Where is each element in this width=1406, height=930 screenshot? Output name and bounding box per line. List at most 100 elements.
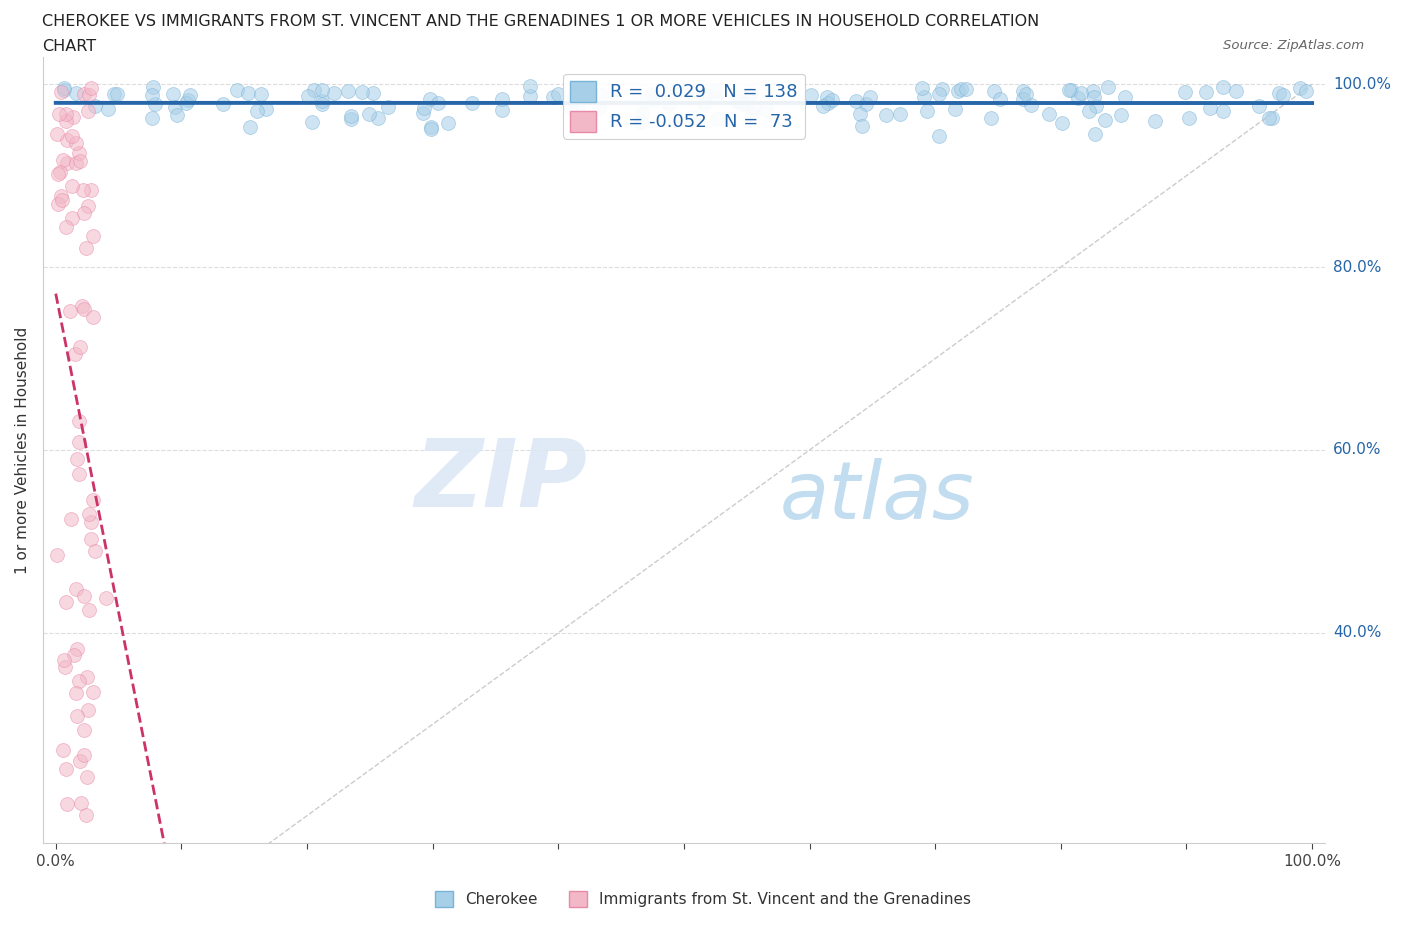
Legend: Cherokee, Immigrants from St. Vincent and the Grenadines: Cherokee, Immigrants from St. Vincent an… [429, 884, 977, 913]
Point [1225, 84, 1247, 99]
Point [636, 93, 658, 108]
Point [1143, 113, 1166, 128]
Point [741, 106, 763, 121]
Point [66, 708, 89, 723]
Point [889, 107, 911, 122]
Point [46, 126, 69, 141]
Point [72, 182, 94, 197]
Point [928, 87, 950, 102]
Point [67, 674, 90, 689]
Point [560, 100, 582, 115]
Point [1070, 86, 1092, 100]
Point [1295, 84, 1317, 99]
Point [73, 206, 96, 220]
Point [980, 111, 1002, 126]
Point [912, 89, 935, 104]
Point [1060, 83, 1083, 98]
Point [1174, 85, 1197, 100]
Point [77, 198, 100, 213]
Point [1212, 103, 1234, 118]
Point [69, 340, 91, 355]
Point [46, 548, 69, 563]
Point [1084, 126, 1107, 141]
Point [59, 303, 82, 318]
Point [988, 91, 1011, 106]
Y-axis label: 1 or more Vehicles in Household: 1 or more Vehicles in Household [15, 326, 30, 574]
Point [1249, 99, 1271, 113]
Point [67, 145, 90, 160]
Point [174, 96, 197, 111]
Point [693, 87, 716, 102]
Point [77, 87, 100, 102]
Point [413, 101, 436, 116]
Point [53, 659, 76, 674]
Point [84, 99, 107, 113]
Point [1081, 84, 1104, 99]
Point [48, 107, 70, 122]
Point [491, 103, 513, 118]
Point [302, 83, 325, 98]
Point [55, 107, 77, 122]
Point [928, 129, 950, 144]
Point [49, 165, 72, 179]
Point [799, 87, 821, 102]
Point [177, 93, 200, 108]
Point [94, 591, 117, 605]
Point [1085, 99, 1108, 113]
Point [1114, 89, 1136, 104]
Text: Source: ZipAtlas.com: Source: ZipAtlas.com [1223, 39, 1364, 52]
Point [60, 512, 83, 526]
Point [1198, 100, 1220, 115]
Point [1066, 90, 1088, 105]
Point [461, 96, 484, 111]
Point [361, 86, 384, 100]
Point [65, 136, 87, 151]
Point [75, 241, 97, 256]
Point [845, 94, 868, 109]
Point [103, 86, 125, 101]
Point [519, 79, 541, 94]
Point [426, 96, 449, 111]
Point [82, 684, 104, 699]
Point [52, 743, 75, 758]
Point [917, 103, 939, 118]
Point [728, 90, 751, 105]
Point [911, 81, 934, 96]
Point [75, 808, 97, 823]
Point [141, 111, 163, 126]
Point [419, 92, 441, 107]
Point [225, 83, 247, 98]
Text: CHEROKEE VS IMMIGRANTS FROM ST. VINCENT AND THE GRENADINES 1 OR MORE VEHICLES IN: CHEROKEE VS IMMIGRANTS FROM ST. VINCENT … [42, 14, 1039, 29]
Point [1083, 90, 1105, 105]
Point [849, 107, 872, 122]
Point [735, 96, 758, 111]
Point [80, 514, 103, 529]
Point [851, 118, 873, 133]
Point [73, 589, 96, 604]
Point [80, 81, 103, 96]
Point [60, 210, 83, 225]
Point [52, 153, 75, 167]
Text: atlas: atlas [780, 458, 974, 536]
Point [350, 85, 373, 100]
Point [76, 670, 98, 684]
Point [67, 434, 90, 449]
Point [948, 84, 970, 99]
Point [246, 104, 269, 119]
Text: 80.0%: 80.0% [1333, 259, 1381, 274]
Point [77, 507, 100, 522]
Point [630, 106, 652, 121]
Point [821, 92, 844, 107]
Point [55, 762, 77, 777]
Point [945, 101, 967, 116]
Point [741, 100, 763, 114]
Point [60, 179, 83, 193]
Point [165, 100, 187, 114]
Point [437, 116, 460, 131]
Point [1268, 86, 1291, 100]
Point [67, 413, 90, 428]
Point [983, 84, 1005, 99]
Point [162, 86, 184, 101]
Text: 60.0%: 60.0% [1333, 443, 1382, 458]
Text: ZIP: ZIP [415, 435, 588, 527]
